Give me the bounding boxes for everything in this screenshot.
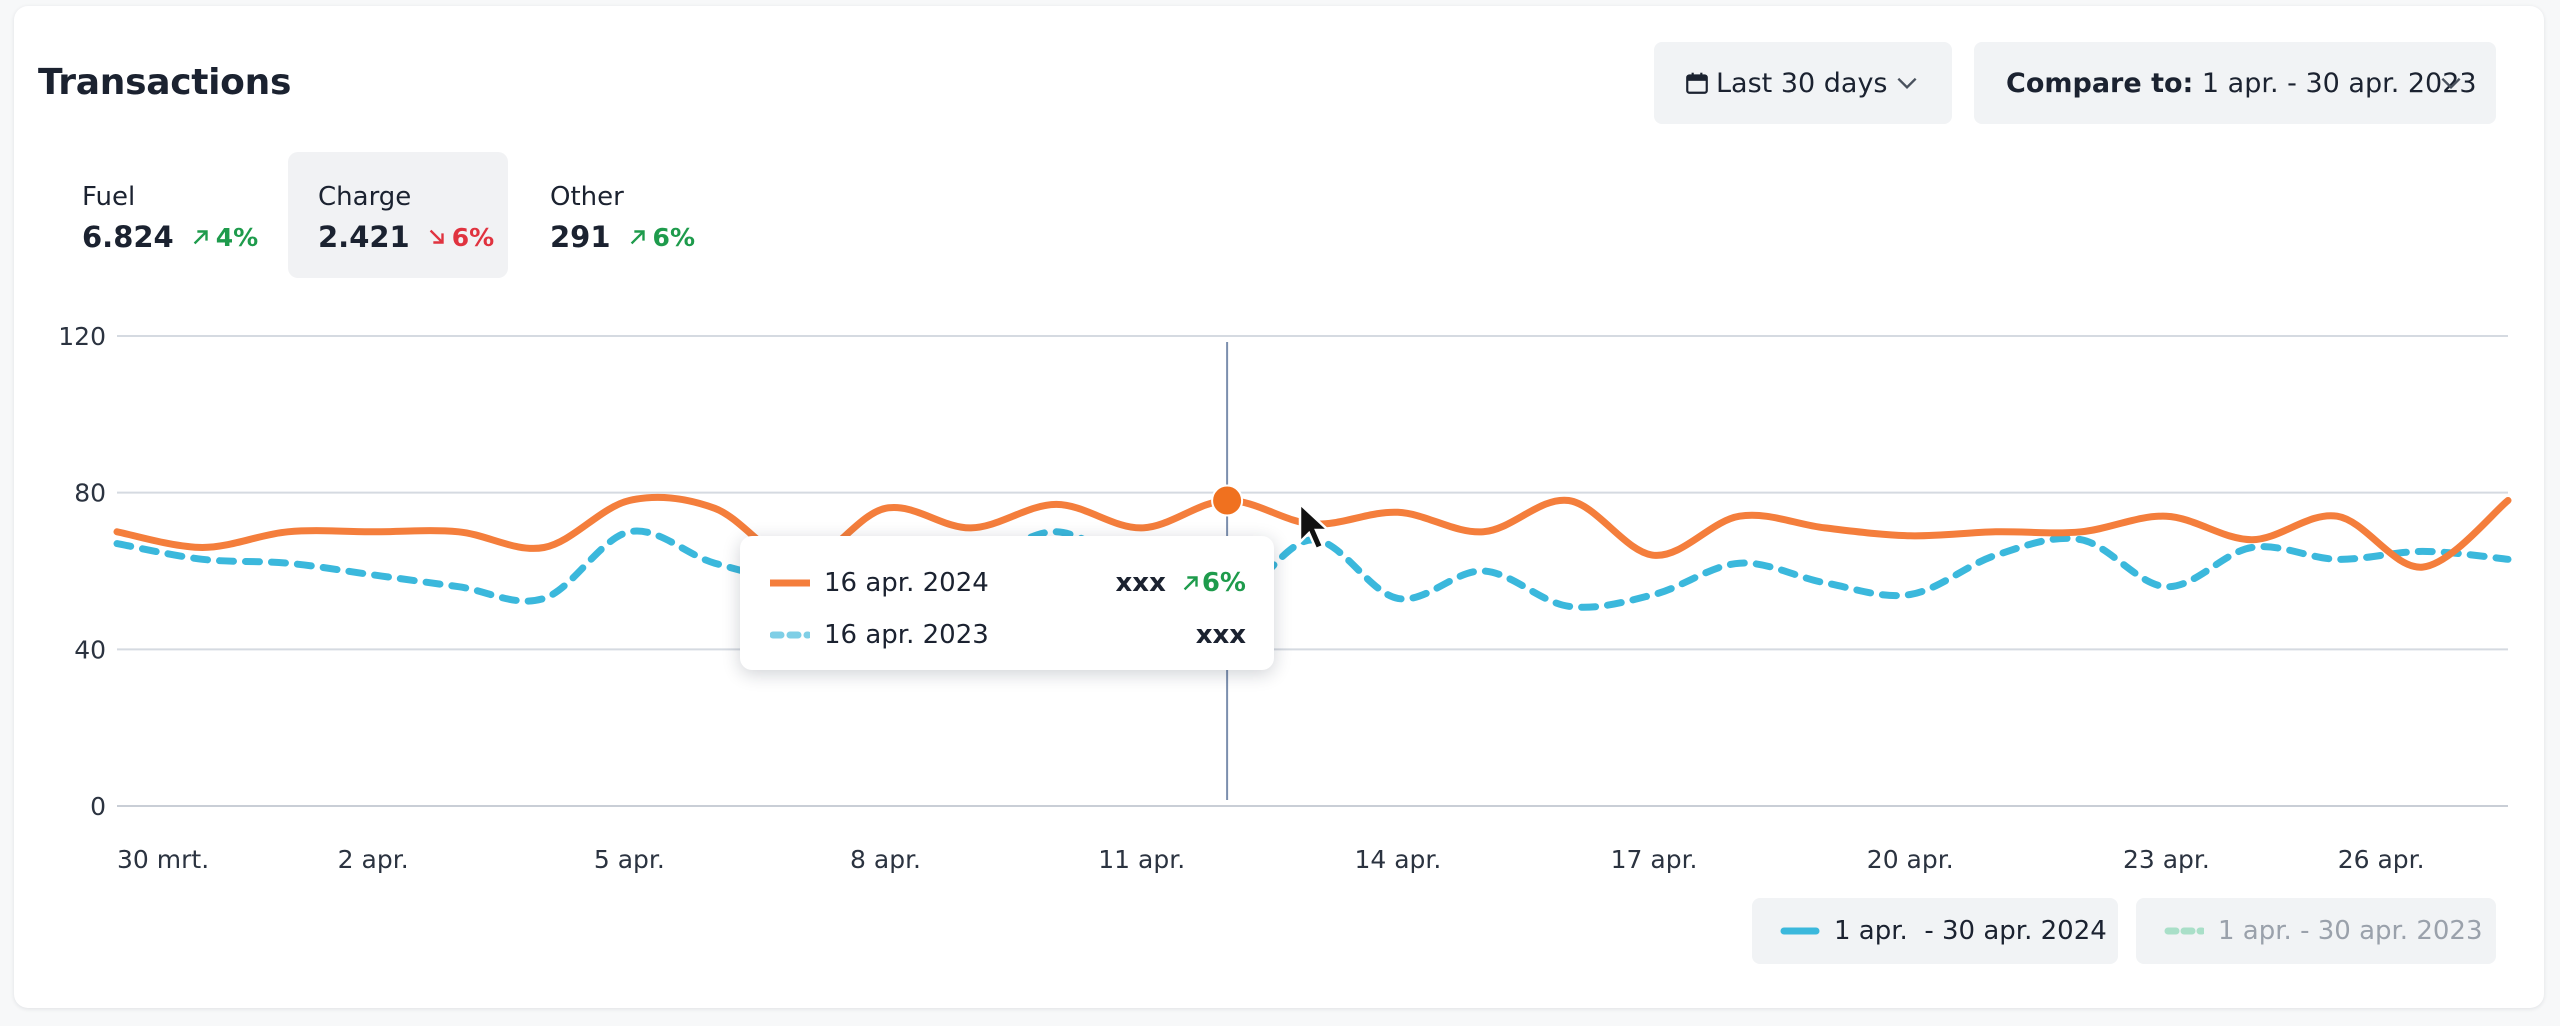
kpi-value: 291 bbox=[550, 220, 611, 254]
legend-current-series[interactable]: 1 apr. - 30 apr. 2024 bbox=[1752, 898, 2118, 964]
tooltip-current-date: 16 apr. 2024 bbox=[824, 568, 989, 598]
arrow-up-right-icon bbox=[193, 230, 208, 245]
current-series-swatch bbox=[1780, 927, 1820, 935]
kpi-value: 6.824 bbox=[82, 220, 174, 254]
x-tick-label: 11 apr. bbox=[1098, 845, 1185, 874]
x-tick-label: 5 apr. bbox=[594, 845, 665, 874]
kpi-delta: 6% bbox=[426, 223, 494, 252]
tooltip-row-previous: 16 apr. 2023 xxx bbox=[770, 620, 1246, 650]
legend-previous-series[interactable]: 1 apr. - 30 apr. 2023 bbox=[2136, 898, 2496, 964]
mouse-cursor-icon bbox=[1298, 501, 1332, 551]
tooltip-previous-value: xxx bbox=[1195, 620, 1246, 650]
y-tick-label: 0 bbox=[90, 792, 106, 821]
arrow-up-right-icon bbox=[1183, 576, 1198, 591]
date-range-dropdown[interactable]: Last 30 days bbox=[1654, 42, 1952, 124]
kpi-delta: 4% bbox=[190, 223, 258, 252]
kpi-charge[interactable]: Charge 2.421 6% bbox=[288, 152, 508, 278]
x-tick-label: 8 apr. bbox=[850, 845, 921, 874]
kpi-delta-value: 4% bbox=[215, 222, 259, 252]
legend-current-label: 1 apr. - 30 apr. 2024 bbox=[1834, 916, 2107, 946]
tooltip-previous-date: 16 apr. 2023 bbox=[824, 620, 989, 650]
compare-value: 1 apr. - 30 apr. 2023 bbox=[2193, 67, 2477, 99]
previous-series-swatch bbox=[770, 631, 810, 639]
current-series-swatch bbox=[770, 579, 810, 587]
x-tick-label: 14 apr. bbox=[1354, 845, 1441, 874]
kpi-other[interactable]: Other 291 6% bbox=[520, 152, 720, 278]
kpi-label: Other bbox=[550, 182, 624, 212]
chevron-down-icon bbox=[1897, 77, 1917, 90]
x-tick-label: 20 apr. bbox=[1867, 845, 1954, 874]
x-tick-label: 2 apr. bbox=[338, 845, 409, 874]
tooltip-delta-value: 6% bbox=[1201, 568, 1246, 598]
legend-previous-label: 1 apr. - 30 apr. 2023 bbox=[2218, 916, 2483, 946]
compare-dropdown[interactable]: Compare to: 1 apr. - 30 apr. 2023 bbox=[1974, 42, 2496, 124]
compare-prefix: Compare to: bbox=[2006, 67, 2194, 99]
kpi-label: Fuel bbox=[82, 182, 136, 212]
date-range-label: Last 30 days bbox=[1716, 67, 1888, 99]
kpi-delta-value: 6% bbox=[652, 222, 695, 252]
highlight-point bbox=[1211, 484, 1244, 517]
tooltip-row-current: 16 apr. 2024 xxx 6% bbox=[770, 568, 1246, 598]
kpi-delta: 6% bbox=[627, 223, 695, 252]
kpi-label: Charge bbox=[318, 182, 412, 212]
tooltip-current-delta: 6% bbox=[1180, 568, 1246, 598]
calendar-icon bbox=[1686, 72, 1708, 94]
y-tick-label: 40 bbox=[74, 635, 106, 664]
x-tick-label: 23 apr. bbox=[2123, 845, 2210, 874]
previous-series-swatch bbox=[2164, 927, 2204, 935]
chart-tooltip: 16 apr. 2024 xxx 6% 16 apr. 2023 xxx bbox=[740, 536, 1274, 670]
arrow-up-right-icon bbox=[630, 230, 645, 245]
kpi-fuel[interactable]: Fuel 6.824 4% bbox=[52, 152, 272, 278]
x-tick-label: 26 apr. bbox=[2338, 845, 2425, 874]
page-title: Transactions bbox=[38, 62, 292, 103]
y-tick-label: 120 bbox=[58, 322, 106, 351]
tooltip-current-value: xxx bbox=[1115, 568, 1166, 598]
y-tick-label: 80 bbox=[74, 479, 106, 508]
x-tick-label: 17 apr. bbox=[1611, 845, 1698, 874]
kpi-delta-value: 6% bbox=[451, 222, 495, 252]
kpi-value: 2.421 bbox=[318, 220, 410, 254]
arrow-down-right-icon bbox=[429, 229, 444, 244]
x-tick-label: 30 mrt. bbox=[117, 845, 209, 874]
chevron-down-icon bbox=[2441, 77, 2461, 90]
